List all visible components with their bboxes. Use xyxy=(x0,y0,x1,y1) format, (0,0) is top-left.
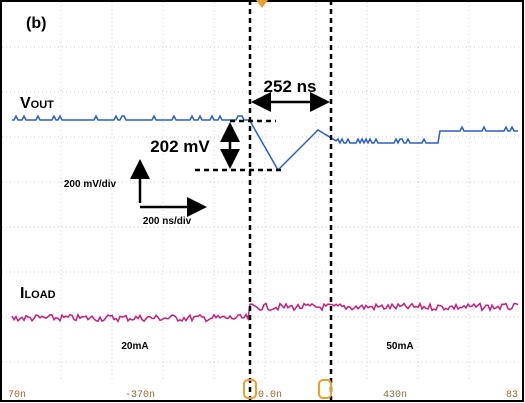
frame xyxy=(1,1,523,401)
dip-label: 202 mV xyxy=(150,137,210,156)
scope-figure: (b) VOUT ILOAD 252 ns 202 mV 200 mV/div … xyxy=(0,0,525,403)
delay-label: 252 ns xyxy=(264,77,317,96)
signal-subscript: OUT xyxy=(31,99,55,111)
hscale-label: 200 ns/div xyxy=(143,216,192,227)
time-label: 70n xyxy=(8,390,26,401)
current-label: 50mA xyxy=(386,341,413,352)
time-label: 430n xyxy=(383,390,407,401)
signal-subscript: LOAD xyxy=(24,289,55,301)
current-label: 20mA xyxy=(121,341,148,352)
signal-name: V xyxy=(20,95,31,112)
panel-label: (b) xyxy=(26,15,46,32)
vscale-label: 200 mV/div xyxy=(64,179,117,190)
time-label: -370n xyxy=(125,390,155,401)
time-label: 0.0n xyxy=(258,390,282,401)
time-label: 83 xyxy=(506,390,518,401)
